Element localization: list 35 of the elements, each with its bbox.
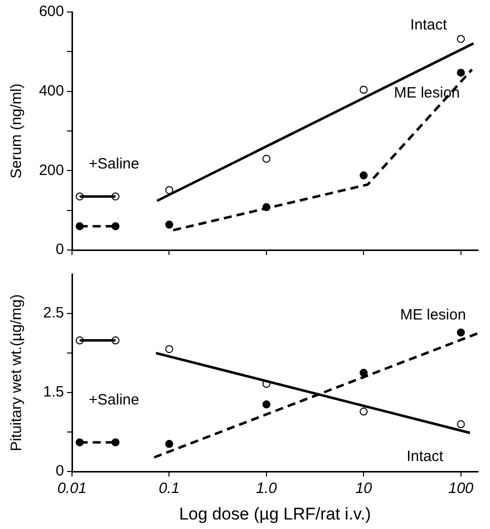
point bbox=[165, 440, 174, 448]
point bbox=[456, 328, 465, 336]
point bbox=[456, 68, 465, 77]
annotation: +Saline bbox=[88, 155, 140, 172]
point bbox=[456, 34, 465, 43]
point bbox=[360, 408, 368, 416]
x-tick-label: 1.0 bbox=[256, 480, 278, 497]
y-tick-label: 600 bbox=[38, 3, 64, 20]
annotation: +Saline bbox=[88, 392, 140, 409]
y-tick-label: 1.5 bbox=[43, 384, 64, 401]
series-label: Intact bbox=[406, 448, 444, 466]
y-tick-label: 200 bbox=[38, 162, 64, 179]
series-label: Intact bbox=[410, 16, 448, 34]
x-tick-label: 0.1 bbox=[158, 480, 180, 497]
x-tick-label: 100 bbox=[448, 480, 474, 497]
point bbox=[360, 171, 368, 180]
point bbox=[360, 368, 368, 377]
x-axis-title: Log dose (µg LRF/rat i.v.) bbox=[179, 504, 371, 524]
x-tick-label: 0.01 bbox=[57, 480, 87, 497]
y-tick-label: 0 bbox=[56, 241, 64, 258]
x-tick-label: 10 bbox=[355, 480, 373, 497]
y-tick-label: 400 bbox=[38, 82, 64, 100]
series-label: ME lesion bbox=[400, 306, 466, 324]
point bbox=[165, 220, 174, 229]
y-tick-label: 2.5 bbox=[43, 304, 64, 322]
y-axis-title: Pituitary wet wt.(µg/mg) bbox=[8, 294, 26, 452]
y-axis-title: Serum (ng/ml) bbox=[8, 83, 26, 179]
y-tick-label: 0 bbox=[56, 462, 64, 480]
point bbox=[456, 420, 465, 428]
series-label: ME lesion bbox=[394, 84, 460, 102]
point bbox=[165, 345, 174, 354]
point bbox=[360, 86, 368, 94]
point bbox=[262, 400, 270, 408]
point bbox=[165, 186, 174, 194]
point bbox=[262, 154, 270, 163]
